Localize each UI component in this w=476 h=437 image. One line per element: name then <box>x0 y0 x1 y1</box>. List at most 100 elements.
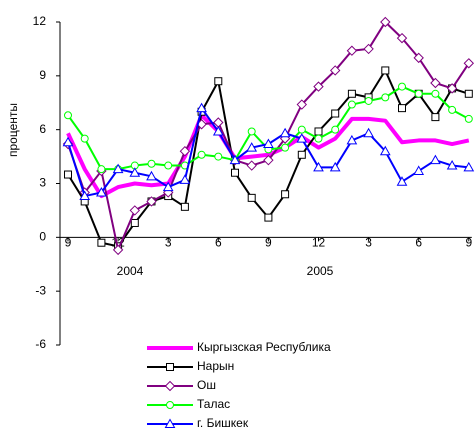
marker <box>166 363 174 371</box>
marker <box>264 213 273 222</box>
marker <box>463 58 475 69</box>
marker <box>166 401 174 409</box>
marker <box>297 150 306 159</box>
marker <box>129 205 141 216</box>
marker <box>112 244 124 256</box>
marker <box>97 165 106 174</box>
y-tick-label: 9 <box>39 68 46 82</box>
x-tick-label: 6 <box>415 236 422 250</box>
y-tick-label: -6 <box>35 337 46 351</box>
marker <box>314 134 323 143</box>
x-tick-label: 9 <box>65 236 72 250</box>
y-axis-label: проценты <box>6 103 20 157</box>
marker <box>363 43 374 55</box>
marker <box>431 113 440 122</box>
legend-label: Талас <box>197 397 230 411</box>
marker <box>62 136 74 147</box>
marker <box>398 82 406 91</box>
marker <box>381 93 390 102</box>
marker <box>263 138 274 149</box>
y-tick-label: 3 <box>39 176 46 190</box>
marker <box>246 160 257 171</box>
marker <box>97 238 106 247</box>
marker <box>430 77 441 89</box>
marker <box>297 125 306 134</box>
x-tick-label: 9 <box>265 236 272 250</box>
marker <box>180 202 189 211</box>
marker <box>296 99 308 110</box>
marker <box>380 16 391 28</box>
marker <box>346 134 358 145</box>
y-tick-label: 12 <box>33 14 47 28</box>
marker <box>313 81 324 92</box>
marker <box>214 152 223 161</box>
marker <box>463 161 475 172</box>
marker <box>364 96 373 105</box>
y-tick-label: 0 <box>39 230 46 244</box>
x-tick-label: 3 <box>365 236 372 250</box>
marker <box>147 159 156 168</box>
y-tick-label: -3 <box>35 283 46 297</box>
marker <box>296 133 308 143</box>
marker <box>346 45 358 56</box>
marker <box>396 176 408 186</box>
marker <box>129 167 141 177</box>
marker <box>331 125 340 134</box>
marker <box>214 77 223 86</box>
y-tick-label: 6 <box>39 122 46 136</box>
marker <box>64 111 72 120</box>
marker <box>146 196 157 207</box>
legend-label: Кыргызская Республика <box>197 340 331 354</box>
marker <box>64 170 72 179</box>
marker <box>329 65 341 76</box>
marker <box>431 89 440 98</box>
marker <box>197 150 206 159</box>
marker <box>446 83 458 94</box>
legend-label: Ош <box>197 378 216 392</box>
x-tick-label: 12 <box>312 236 326 250</box>
marker <box>413 165 425 175</box>
marker <box>231 168 239 177</box>
marker <box>263 154 274 166</box>
legend-label: г. Бишкек <box>197 416 249 430</box>
marker <box>212 125 224 136</box>
x-tick-label: 3 <box>165 236 172 250</box>
marker <box>130 218 139 227</box>
year-label: 2005 <box>307 264 334 278</box>
marker <box>96 186 107 197</box>
marker <box>430 154 441 165</box>
marker <box>229 154 241 165</box>
marker <box>464 114 473 123</box>
series-line <box>66 113 470 199</box>
marker <box>414 89 423 98</box>
marker <box>413 52 424 64</box>
year-label: 2004 <box>117 264 144 278</box>
marker <box>314 127 323 136</box>
marker <box>79 190 91 201</box>
marker <box>146 170 157 181</box>
marker <box>164 380 176 392</box>
marker <box>179 145 191 157</box>
marker <box>247 127 256 136</box>
marker <box>247 193 256 202</box>
x-tick-label: 9 <box>465 236 472 250</box>
marker <box>164 418 176 428</box>
marker <box>347 100 356 109</box>
x-tick-label: 6 <box>215 236 222 250</box>
marker <box>464 89 473 98</box>
marker <box>331 109 340 118</box>
legend-label: Нарын <box>197 359 234 373</box>
marker <box>281 143 290 152</box>
marker <box>381 66 390 75</box>
marker <box>448 105 457 114</box>
marker <box>112 163 124 174</box>
marker <box>196 102 207 113</box>
marker <box>279 127 291 138</box>
marker <box>313 161 324 172</box>
marker <box>162 181 174 192</box>
marker <box>281 190 290 199</box>
marker <box>179 174 191 184</box>
marker <box>396 32 408 44</box>
marker <box>164 161 173 170</box>
